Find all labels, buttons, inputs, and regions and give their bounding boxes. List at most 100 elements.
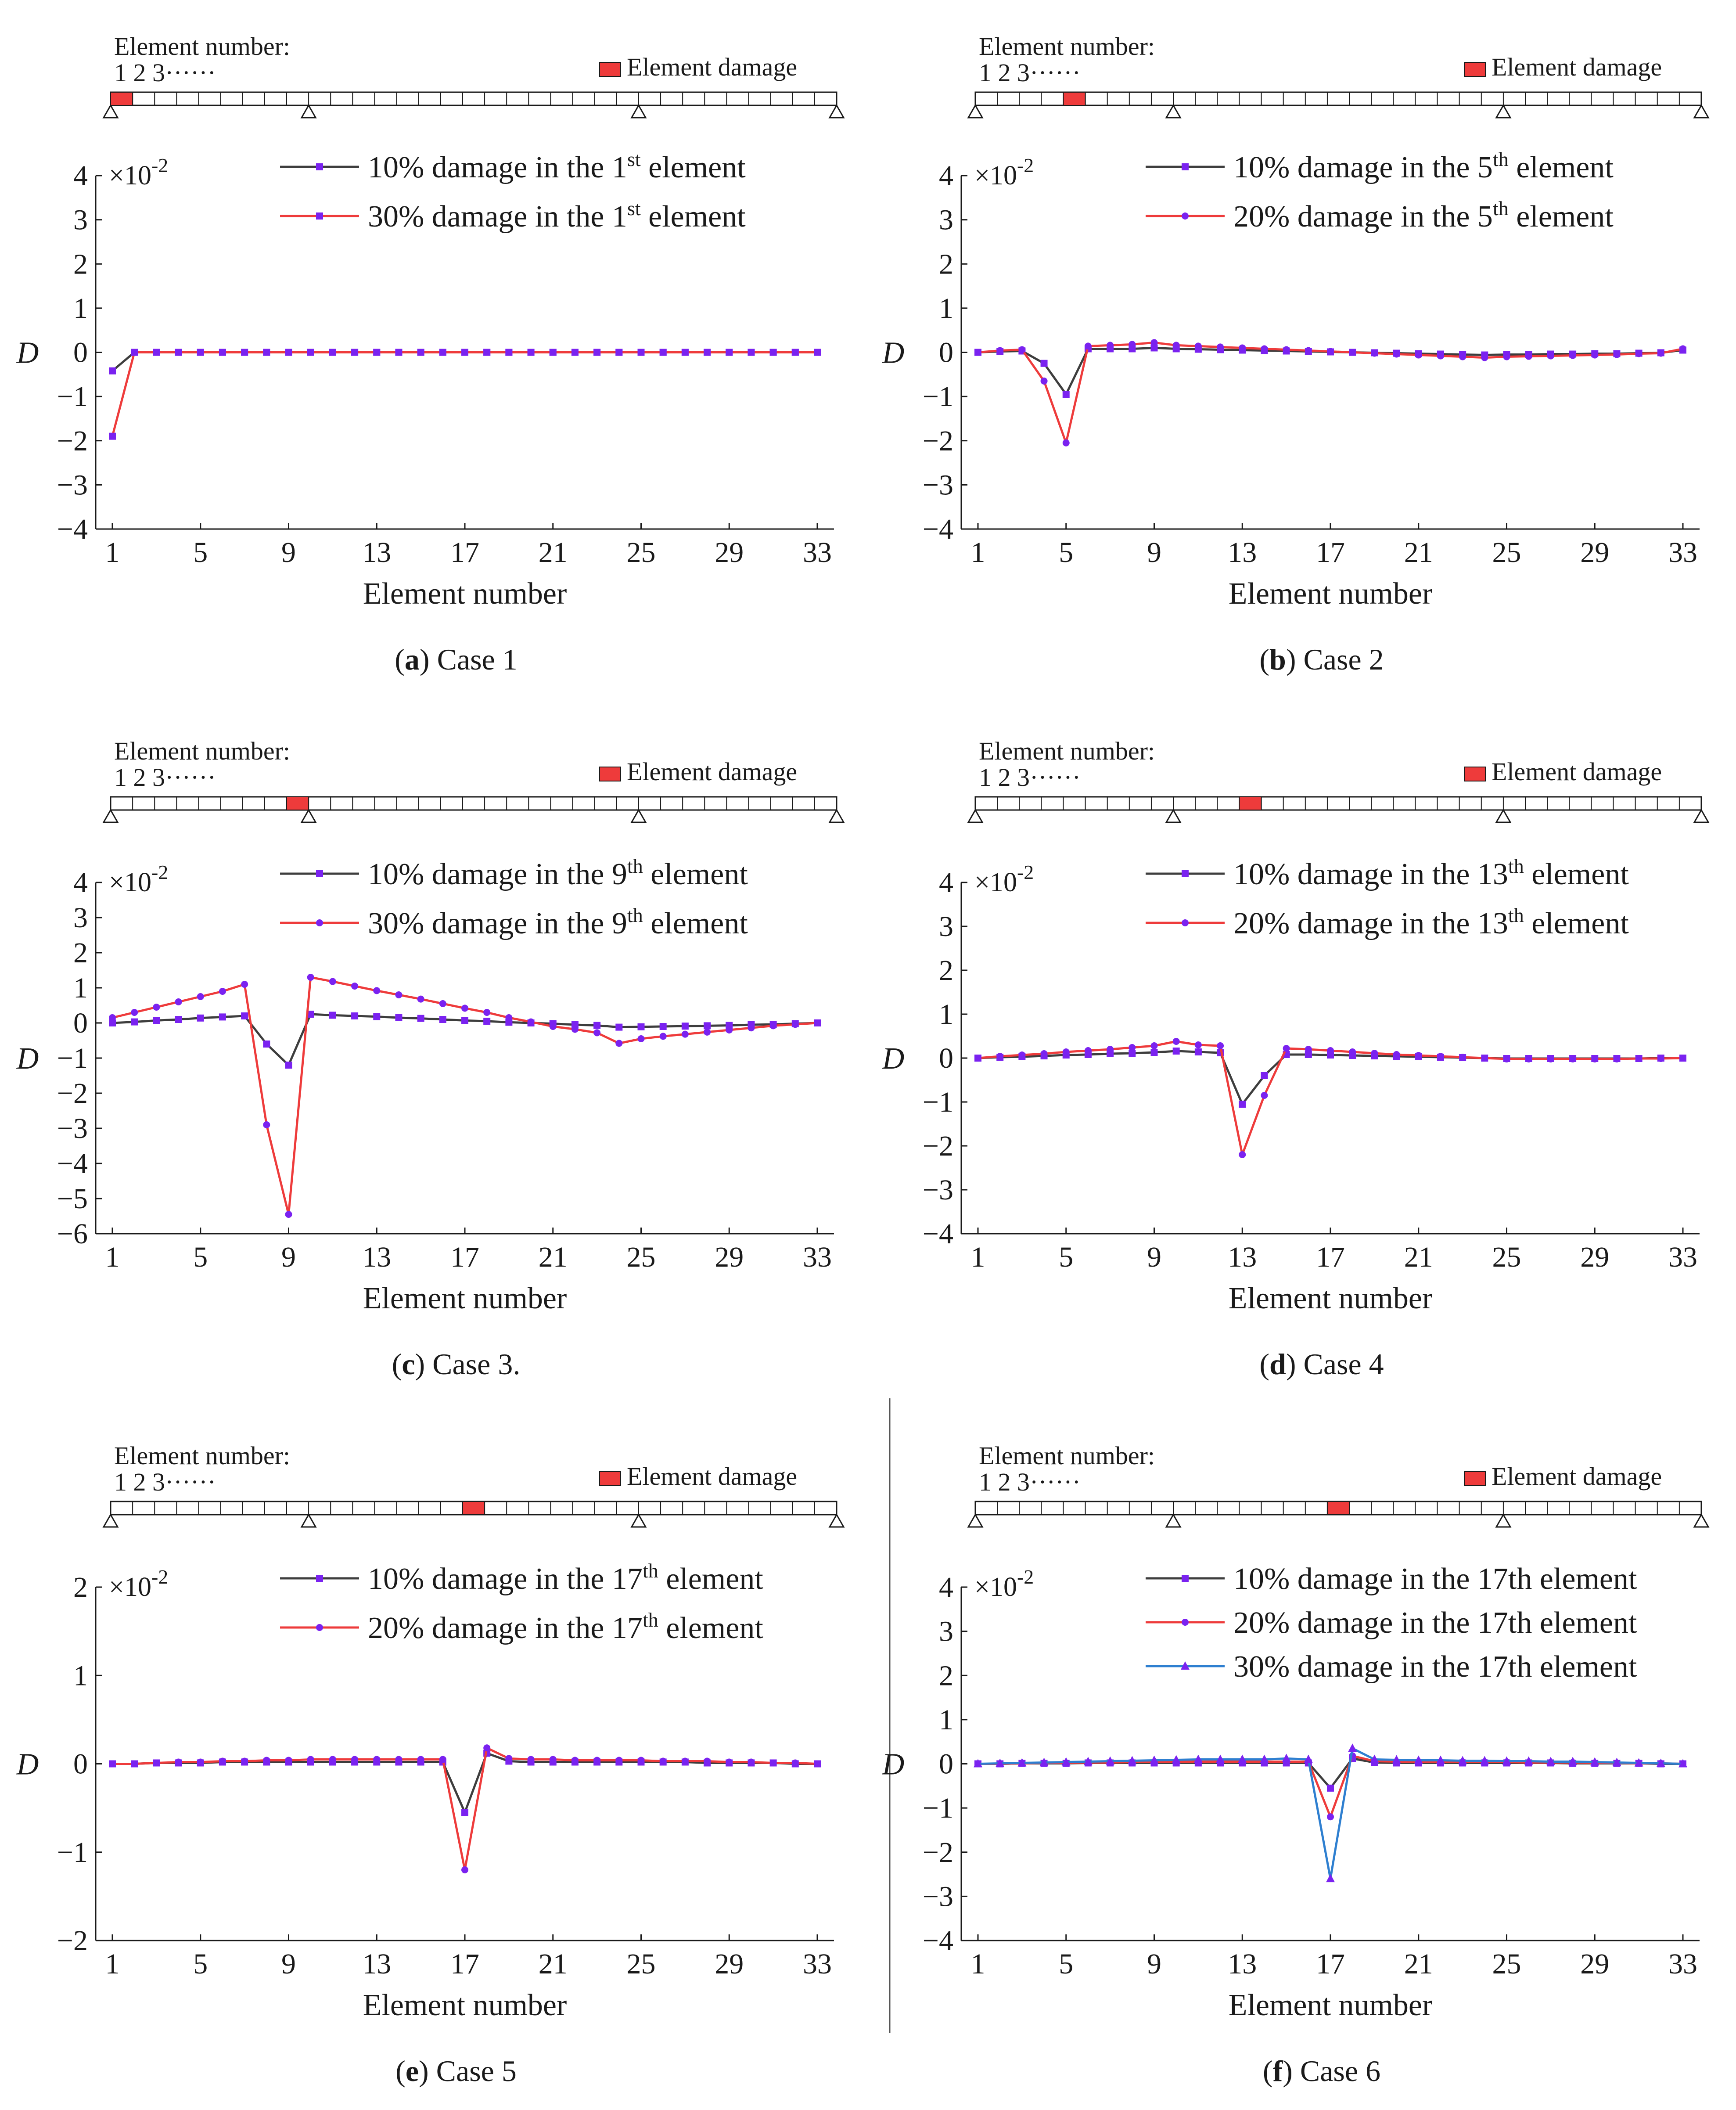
scale-label: ×10-2 (109, 154, 168, 191)
data-point-square (704, 349, 711, 356)
data-point-square (637, 1023, 645, 1030)
legend-label: 30% damage in the 17th element (1233, 1650, 1637, 1684)
data-point-triangle (1061, 1757, 1071, 1766)
data-point-square (1150, 1049, 1158, 1056)
support-icon (967, 808, 984, 823)
data-point-square (1182, 870, 1189, 877)
y-tick-label: 1 (73, 972, 88, 1004)
data-point-dot (1415, 1052, 1422, 1059)
support-icon (1495, 808, 1512, 823)
series-0 (109, 1011, 821, 1069)
data-point-dot (1129, 1044, 1136, 1051)
scale-label: ×10-2 (109, 1566, 168, 1602)
caption-letter: c (402, 1347, 415, 1381)
y-tick-label: 1 (939, 998, 953, 1030)
y-tick-label: −2 (57, 1925, 88, 1957)
data-point-square (461, 1017, 468, 1024)
x-tick-label: 25 (1492, 537, 1521, 569)
data-point-dot (1349, 349, 1356, 356)
caption-close: ) (1286, 643, 1296, 676)
data-point-square (527, 349, 535, 356)
y-tick-label: −1 (923, 1792, 953, 1824)
data-point-dot (285, 1211, 292, 1218)
caption-open: ( (395, 643, 405, 676)
data-point-dot (153, 1004, 160, 1011)
data-point-dot (1194, 1041, 1202, 1048)
data-point-dot (1679, 345, 1686, 353)
data-point-dot (1327, 1813, 1334, 1821)
data-point-square (483, 1018, 491, 1025)
legend-text: 20% damage in the 17 (368, 1611, 643, 1645)
damage-legend-label: Element damage (627, 757, 797, 786)
damage-legend-label: Element damage (627, 53, 797, 81)
data-point-dot (571, 1757, 579, 1764)
legend-label: 20% damage in the 13th element (1233, 904, 1629, 940)
caption-letter: b (1269, 643, 1286, 676)
data-point-square (483, 349, 491, 356)
x-tick-label: 25 (627, 1948, 656, 1980)
x-tick-label: 5 (193, 1241, 208, 1273)
legend-label: 20% damage in the 5th element (1233, 197, 1614, 234)
scale-base: ×10 (974, 868, 1017, 897)
legend-label: 10% damage in the 13th element (1233, 855, 1629, 891)
x-tick-label: 21 (539, 537, 568, 569)
caption-open: ( (1259, 643, 1269, 676)
x-axis-label: Element number (363, 577, 567, 611)
data-point-dot (373, 987, 381, 994)
legend-label: 10% damage in the 17th element (1233, 1562, 1637, 1596)
data-point-dot (791, 1021, 799, 1028)
data-point-dot (1371, 349, 1378, 357)
data-point-dot (1018, 346, 1026, 353)
series-1 (109, 1744, 821, 1873)
data-point-square (307, 1011, 314, 1018)
chart-panel-b: Element number:1 2 3······ Element damage… (882, 32, 1710, 676)
data-point-triangle (1414, 1755, 1423, 1764)
data-point-triangle (1458, 1756, 1467, 1764)
support-icon (630, 1513, 647, 1528)
y-tick-label: −4 (923, 1218, 953, 1250)
support-icon (102, 104, 119, 119)
data-point-square (769, 349, 777, 356)
support-icon (630, 808, 647, 823)
x-tick-label: 5 (193, 1948, 208, 1980)
data-point-dot (769, 1759, 777, 1767)
caption-text: Case 2 (1296, 643, 1384, 676)
data-point-square (219, 1013, 226, 1021)
data-point-dot (241, 1757, 248, 1765)
y-tick-label: 0 (939, 337, 953, 369)
chart-panel-c: Element number:1 2 3······ Element damage… (16, 737, 845, 1381)
support-icon (300, 1513, 317, 1528)
x-tick-label: 17 (1316, 1948, 1345, 1980)
data-point-square (263, 1041, 270, 1048)
y-tick-label: −4 (923, 513, 953, 545)
x-tick-label: 33 (803, 537, 832, 569)
support-icon (1693, 808, 1710, 823)
support-icon (1693, 1513, 1710, 1528)
data-point-dot (417, 1756, 424, 1763)
data-point-dot (1194, 342, 1202, 350)
y-tick-label: −2 (57, 1077, 88, 1109)
legend-text: 10% damage in the 17th element (1233, 1562, 1637, 1596)
data-point-dot (748, 1024, 755, 1032)
data-point-dot (726, 1026, 733, 1033)
data-point-triangle (1348, 1743, 1357, 1752)
caption-letter: e (406, 2054, 419, 2088)
data-point-dot (316, 919, 323, 926)
x-tick-label: 33 (1668, 537, 1697, 569)
data-point-dot (1481, 1055, 1488, 1062)
data-point-dot (748, 1758, 755, 1766)
y-tick-label: 2 (73, 1571, 88, 1603)
legend-text: 10% damage in the 9 (368, 857, 627, 891)
y-tick-label: −2 (923, 425, 953, 457)
scale-base: ×10 (974, 161, 1017, 191)
beam-number-label: Element number: (114, 32, 290, 61)
x-tick-label: 33 (1668, 1948, 1697, 1980)
x-axis-label: Element number (363, 1282, 567, 1315)
scale-base: ×10 (974, 1572, 1017, 1602)
x-axis-label: Element number (1229, 1988, 1433, 2022)
data-point-square (1261, 1072, 1268, 1079)
legend-text: 30% damage in the 1 (368, 200, 627, 234)
